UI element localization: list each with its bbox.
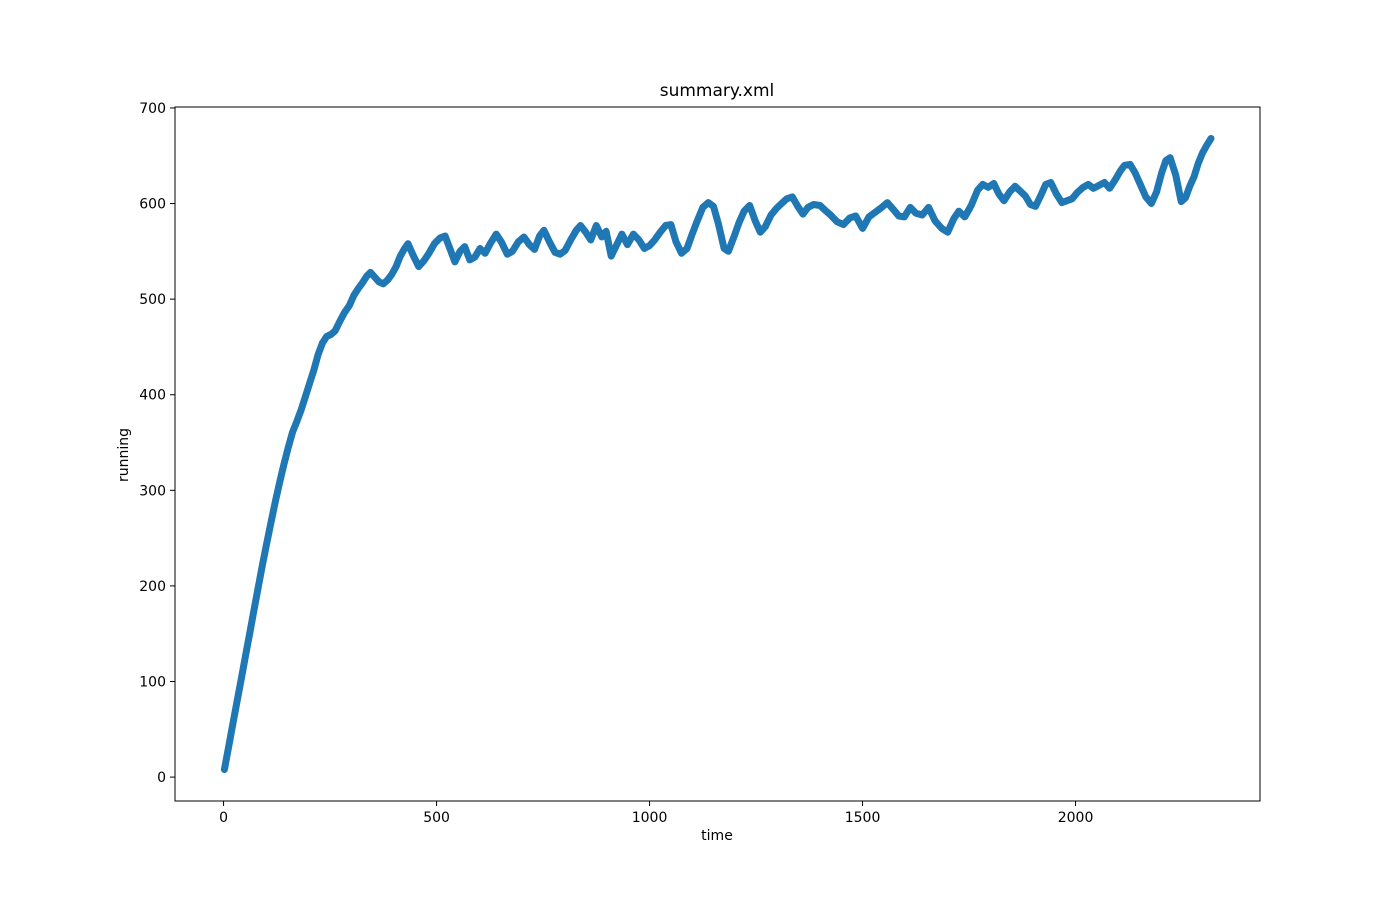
y-tick-label: 700 [139,101,166,117]
series-line-running [220,135,1215,773]
y-tick-label: 100 [139,675,166,691]
axes-spines [174,106,1261,802]
x-tick-label: 1500 [845,810,881,826]
y-tick-label: 0 [157,770,166,786]
x-tick-label: 2000 [1058,810,1094,826]
y-axis-label: running [116,427,132,483]
y-tick-label: 300 [139,483,166,499]
x-tick-label: 1000 [632,810,668,826]
x-axis-label: time [701,828,733,844]
y-tick-label: 400 [139,388,166,404]
y-tick-label: 600 [139,197,166,213]
y-tick-label: 500 [139,292,166,308]
x-tick-label: 0 [219,810,228,826]
chart-title: summary.xml [659,81,775,101]
y-tick-label: 200 [139,579,166,595]
x-tick-label: 500 [423,810,450,826]
